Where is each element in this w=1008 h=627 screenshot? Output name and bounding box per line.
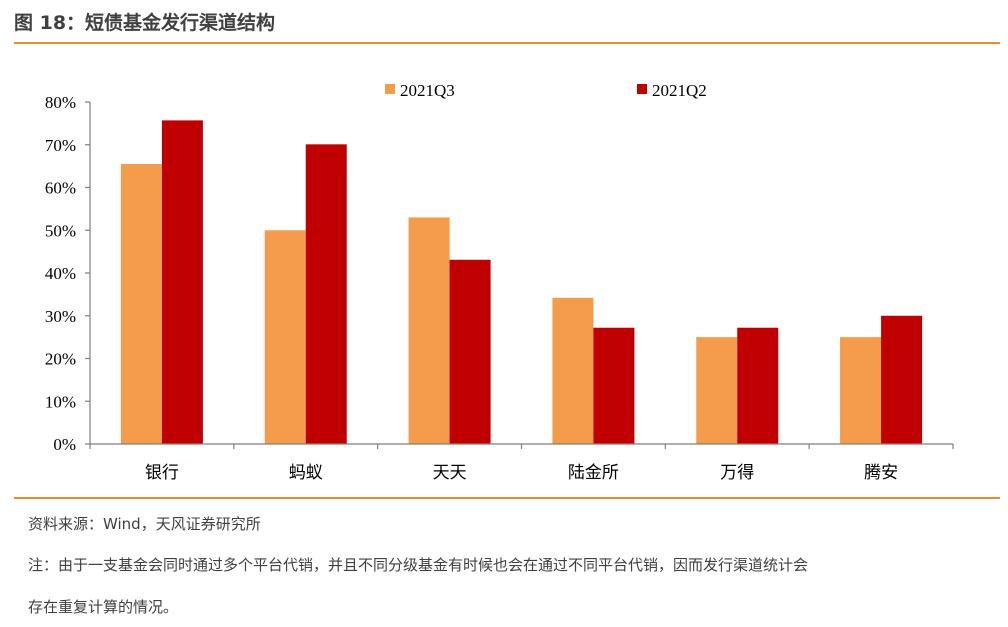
bar-2021Q2-陆金所 <box>593 327 635 444</box>
bar-2021Q3-天天 <box>408 217 450 444</box>
legend-swatch-2021Q3 <box>385 84 395 94</box>
legend-swatch-2021Q2 <box>637 84 647 94</box>
y-tick-label: 30% <box>45 307 76 326</box>
source-note: 资料来源：Wind，天风证券研究所 <box>28 515 261 533</box>
footnote-line-2: 存在重复计算的情况。 <box>28 598 179 616</box>
footnote-line-1: 注：由于一支基金会同时通过多个平台代销，并且不同分级基金有时候也会在通过不同平台… <box>28 556 809 574</box>
bar-2021Q2-银行 <box>161 120 203 444</box>
top-rule <box>14 42 1000 44</box>
x-tick-label: 万得 <box>720 463 754 483</box>
x-tick-label: 腾安 <box>864 463 898 483</box>
figure-title: 图 18：短债基金发行渠道结构 <box>14 12 276 34</box>
y-tick-label: 60% <box>45 179 76 198</box>
y-tick-label: 40% <box>45 264 76 283</box>
bar-2021Q3-腾安 <box>840 337 882 444</box>
bar-2021Q2-天天 <box>449 259 491 444</box>
x-tick-label: 陆金所 <box>568 463 619 483</box>
bar-2021Q3-陆金所 <box>552 297 594 444</box>
bar-chart: 2021Q3 2021Q2 0%10%20%30%40%50%60%70%80% … <box>45 81 954 483</box>
legend-label-2021Q2: 2021Q2 <box>652 81 707 100</box>
y-tick-label: 0% <box>53 435 76 454</box>
x-tick-label: 天天 <box>433 463 467 483</box>
bar-2021Q3-银行 <box>120 163 162 445</box>
x-tick-label: 蚂蚁 <box>289 463 323 483</box>
bar-2021Q3-万得 <box>696 337 738 444</box>
y-tick-label: 80% <box>45 93 76 112</box>
x-tick-label: 银行 <box>145 463 179 483</box>
y-tick-label: 50% <box>45 221 76 240</box>
bar-2021Q2-腾安 <box>881 315 923 444</box>
bar-2021Q2-蚂蚁 <box>305 144 347 444</box>
y-tick-label: 10% <box>45 392 76 411</box>
y-tick-label: 70% <box>45 136 76 155</box>
bar-2021Q3-蚂蚁 <box>264 230 306 444</box>
bar-2021Q2-万得 <box>737 327 779 444</box>
legend-label-2021Q3: 2021Q3 <box>400 81 455 100</box>
x-axis: 银行 蚂蚁 天天 陆金所 万得 腾安 <box>89 443 954 483</box>
bars-group <box>120 120 923 445</box>
chart-legend: 2021Q3 2021Q2 <box>385 81 707 100</box>
y-tick-label: 20% <box>45 350 76 369</box>
bottom-rule <box>14 497 1000 499</box>
y-axis: 0% 10% 20% 30% 40% 50% 60% 70% 80% <box>45 93 91 454</box>
